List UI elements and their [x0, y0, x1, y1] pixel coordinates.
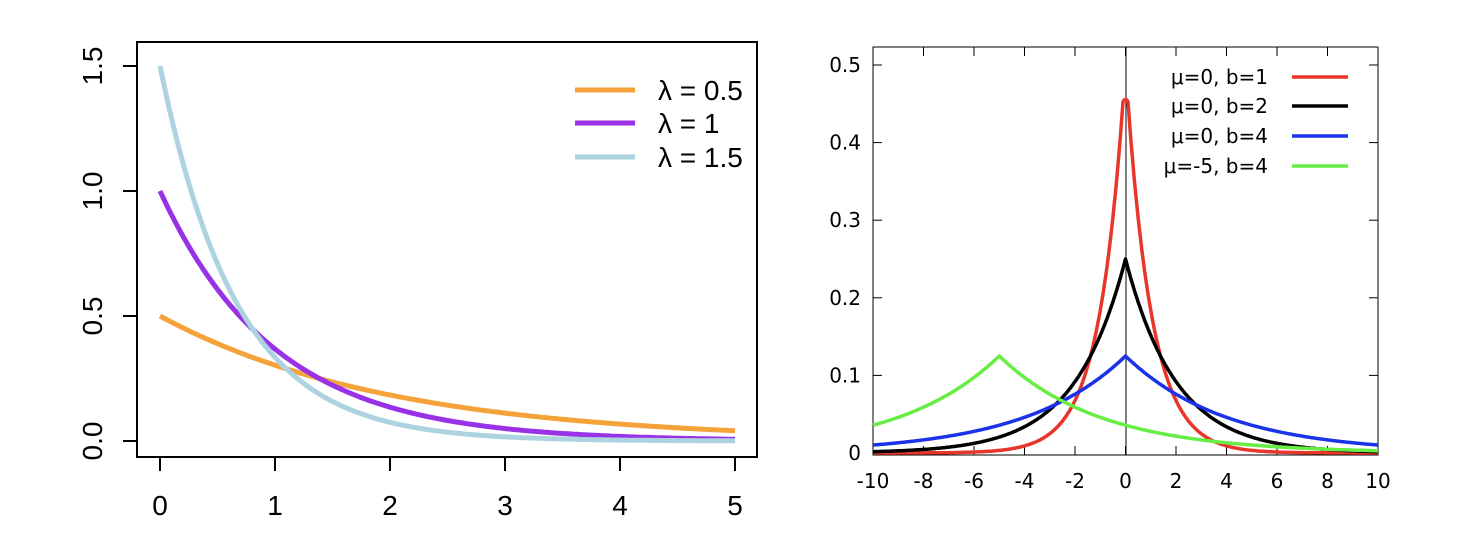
legend-label: λ = 1.5: [658, 142, 743, 173]
laplace-x-tick-label: 4: [1220, 469, 1233, 493]
exponential-legend: λ = 0.5λ = 1λ = 1.5: [575, 75, 743, 173]
laplace-y-tick-label: 0.4: [829, 131, 861, 155]
exponential-series-group: [157, 65, 736, 444]
exponential-y-tick-label: 1.5: [77, 47, 108, 86]
exponential-y-tick-label: 0.0: [77, 422, 108, 461]
laplace-x-tick-label: -8: [914, 469, 934, 493]
exponential-x-tick-label: 5: [727, 490, 743, 521]
laplace-legend: μ=0, b=1 μ=0, b=2 μ=0, b=4 μ=-5, b=4: [1164, 65, 1348, 178]
exponential-x-tick-label: 1: [267, 490, 283, 521]
laplace-x-axis: -10 -8 -6 -4 -2 0 2 4 6 8 10: [857, 47, 1391, 493]
legend-label: λ = 1: [658, 108, 719, 139]
exponential-x-tick-label: 2: [382, 490, 398, 521]
laplace-x-tick-label: -2: [1065, 469, 1085, 493]
laplace-series-line-0: [872, 98, 1379, 455]
laplace-x-tick-label: 6: [1271, 469, 1284, 493]
laplace-y-tick-label: 0.1: [829, 363, 861, 387]
series-line-lambda-1-5: [157, 65, 735, 444]
laplace-x-tick-label: -10: [857, 469, 890, 493]
exponential-x-tick-label: 4: [612, 490, 628, 521]
exponential-x-axis: 0 1 2 3 4 5: [152, 456, 743, 521]
exponential-chart: 0 1 2 3 4 5 0.0 0.5 1.0 1.5 λ = 0.5λ = 1λ = 1.5: [77, 41, 758, 521]
laplace-series-line-2: [872, 354, 1379, 447]
laplace-x-tick-label: 2: [1170, 469, 1183, 493]
laplace-y-tick-label: 0.5: [829, 53, 861, 77]
series-line-lambda-0-5: [158, 313, 736, 434]
laplace-x-tick-label: -6: [964, 469, 984, 493]
exponential-y-axis: 0.0 0.5 1.0 1.5: [77, 47, 138, 461]
exponential-x-tick-label: 3: [497, 490, 513, 521]
laplace-chart: -10 -8 -6 -4 -2 0 2 4 6 8 10 0 0.1 0.2 0.3 0.4 0.5 μ=0,…: [829, 46, 1391, 493]
laplace-y-tick-label: 0.3: [829, 208, 861, 232]
laplace-y-tick-label: 0: [848, 441, 861, 465]
exponential-x-tick-label: 0: [152, 490, 168, 521]
exponential-y-tick-label: 0.5: [77, 297, 108, 336]
legend-label: λ = 0.5: [658, 75, 743, 106]
laplace-x-tick-label: -4: [1015, 469, 1035, 493]
laplace-legend-label: μ=0, b=1: [1171, 65, 1268, 89]
laplace-x-tick-label: 8: [1321, 469, 1334, 493]
laplace-series-line-3: [872, 354, 1379, 453]
laplace-legend-label: μ=0, b=2: [1171, 94, 1268, 118]
laplace-x-tick-label: 0: [1119, 469, 1132, 493]
laplace-legend-label: μ=-5, b=4: [1164, 154, 1268, 178]
laplace-y-tick-label: 0.2: [829, 286, 861, 310]
exponential-y-tick-label: 1.0: [77, 172, 108, 211]
laplace-legend-label: μ=0, b=4: [1171, 124, 1268, 148]
laplace-x-tick-label: 10: [1365, 469, 1390, 493]
laplace-series-group: [872, 98, 1379, 455]
laplace-y-axis: 0 0.1 0.2 0.3 0.4 0.5: [829, 53, 1378, 465]
